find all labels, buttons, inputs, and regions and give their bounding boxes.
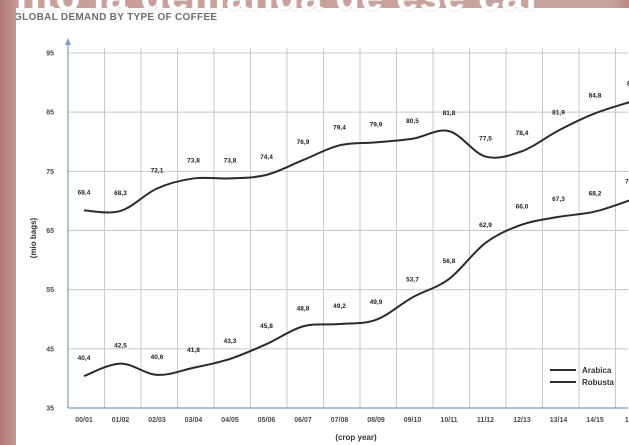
series-line-arabica — [83, 101, 629, 214]
y-tick-label: 85 — [46, 110, 54, 117]
data-label: 62,9 — [479, 222, 492, 229]
x-tick-label: 09/10 — [404, 417, 422, 424]
data-label: 79,4 — [333, 124, 346, 131]
data-label: 68,4 — [78, 189, 91, 196]
chart-title: GLOBAL DEMAND BY TYPE OF COFFEE — [16, 12, 217, 23]
data-label: 49,9 — [370, 299, 383, 306]
data-label: 68,3 — [114, 190, 127, 197]
data-label: 42,5 — [114, 343, 127, 350]
x-tick-label: 04/05 — [221, 417, 239, 424]
x-tick-label: 01/02 — [112, 417, 130, 424]
y-axis-arrow — [65, 38, 71, 45]
data-label: 74,4 — [260, 154, 273, 161]
y-tick-label: 45 — [46, 346, 54, 353]
x-tick-label: 11/12 — [477, 417, 494, 424]
x-tick-label: 15/1 — [625, 417, 629, 424]
data-label: 80,5 — [406, 118, 419, 125]
data-label: 86, — [627, 81, 629, 88]
data-label: 41,8 — [187, 347, 200, 354]
x-tick-label: 03/04 — [185, 417, 203, 424]
y-tick-label: 75 — [46, 169, 54, 176]
line-chart: GLOBAL DEMAND BY TYPE OF COFFEE 35 45 55 65… — [16, 12, 629, 442]
x-tick-label: 13/14 — [550, 417, 568, 424]
data-label: 79,9 — [370, 121, 383, 128]
x-axis-label: (crop year) — [335, 433, 377, 442]
data-label: 40,4 — [78, 355, 91, 362]
data-label: 77,5 — [479, 136, 492, 143]
x-tick-label: 08/09 — [367, 417, 385, 424]
data-label: 68,2 — [589, 191, 602, 198]
data-label: 73,8 — [224, 157, 237, 164]
chart-panel: nto la demanda de ese caf GLOBAL DEMAND … — [16, 0, 629, 445]
data-label: 53,7 — [406, 276, 419, 283]
data-label: 72,1 — [151, 167, 164, 174]
y-tick-labels: 35 45 55 65 75 85 95 — [46, 51, 54, 413]
x-tick-label: 06/07 — [294, 417, 312, 424]
data-label: 45,8 — [260, 323, 273, 330]
legend: Arabica Robusta — [550, 366, 615, 387]
x-tick-label: 05/06 — [258, 417, 276, 424]
data-label: 81,9 — [552, 110, 565, 117]
y-tick-label: 55 — [46, 287, 54, 294]
x-tick-label: 12/13 — [513, 417, 531, 424]
header-overlay-text: nto la demanda de ese caf — [16, 0, 629, 12]
axes — [65, 38, 628, 409]
data-label: 49,2 — [333, 303, 346, 310]
data-label: 66,0 — [516, 204, 529, 211]
y-tick-label: 95 — [46, 51, 54, 58]
data-label: 81,8 — [443, 110, 456, 117]
x-tick-label: 10/11 — [440, 417, 457, 424]
data-label: 78,4 — [516, 130, 529, 137]
x-tick-labels: 00/01 01/02 02/03 03/04 04/05 05/06 06/07 07/08… — [75, 417, 629, 424]
x-tick-label: 07/08 — [331, 417, 349, 424]
x-tick-label: 00/01 — [75, 417, 93, 424]
y-tick-label: 65 — [46, 228, 54, 235]
legend-label: Arabica — [582, 366, 612, 375]
series-lines — [83, 101, 629, 377]
data-label: 56,8 — [443, 258, 456, 265]
series-line-robusta — [83, 199, 629, 377]
data-label: 76,9 — [297, 139, 310, 146]
x-tick-label: 02/03 — [148, 417, 166, 424]
data-label: 48,8 — [297, 305, 310, 312]
data-label: 40,6 — [151, 354, 164, 361]
data-label: 70,2 — [625, 179, 629, 186]
data-label: 43,3 — [224, 338, 237, 345]
y-tick-label: 35 — [46, 406, 54, 413]
legend-label: Robusta — [582, 378, 615, 387]
data-label: 84,8 — [589, 92, 602, 99]
y-axis-label: (mio bags) — [29, 217, 38, 258]
data-labels: 68,4 68,3 72,1 73,8 73,8 74,4 76,9 79,4 79,9 80,5… — [78, 81, 629, 363]
x-tick-label: 14/15 — [586, 417, 604, 424]
data-label: 67,3 — [552, 196, 565, 203]
data-label: 73,8 — [187, 157, 200, 164]
